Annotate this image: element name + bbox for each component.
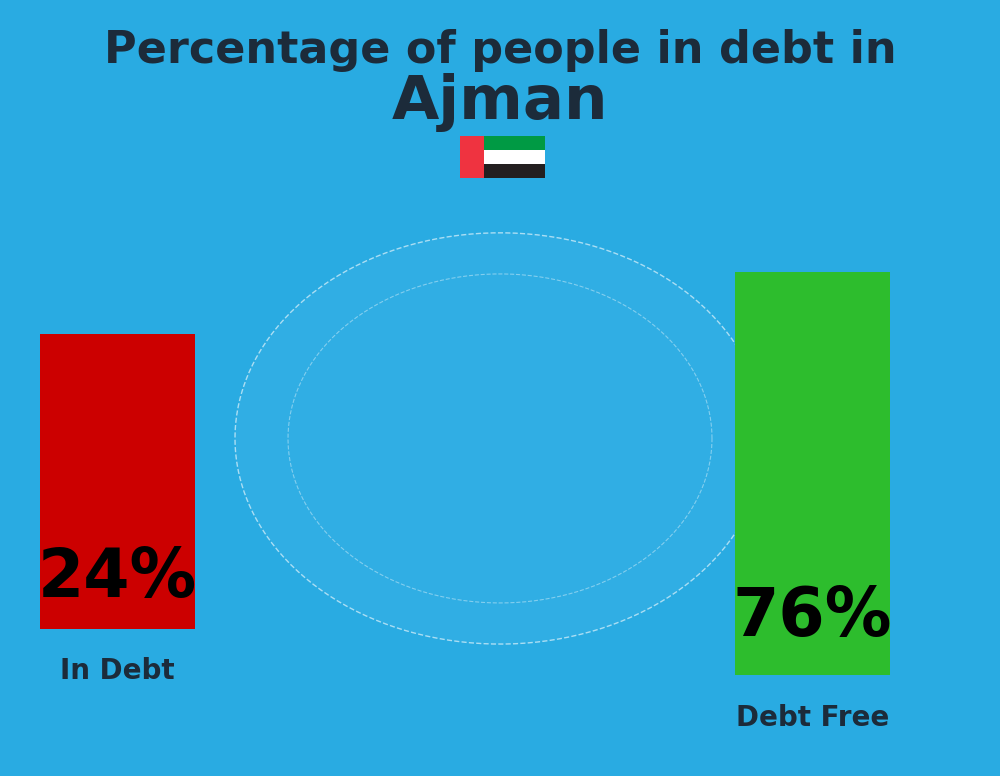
Bar — [484, 136, 545, 150]
Bar — [484, 150, 545, 165]
Bar — [484, 165, 545, 178]
Text: Percentage of people in debt in: Percentage of people in debt in — [104, 29, 896, 72]
Text: Ajman: Ajman — [392, 73, 608, 132]
Bar — [735, 272, 890, 675]
Text: 76%: 76% — [733, 584, 892, 650]
Text: Debt Free: Debt Free — [736, 704, 889, 732]
Text: 24%: 24% — [38, 545, 197, 611]
Text: In Debt: In Debt — [60, 657, 175, 685]
Circle shape — [235, 233, 765, 644]
Bar — [460, 136, 484, 178]
Bar — [40, 334, 195, 629]
